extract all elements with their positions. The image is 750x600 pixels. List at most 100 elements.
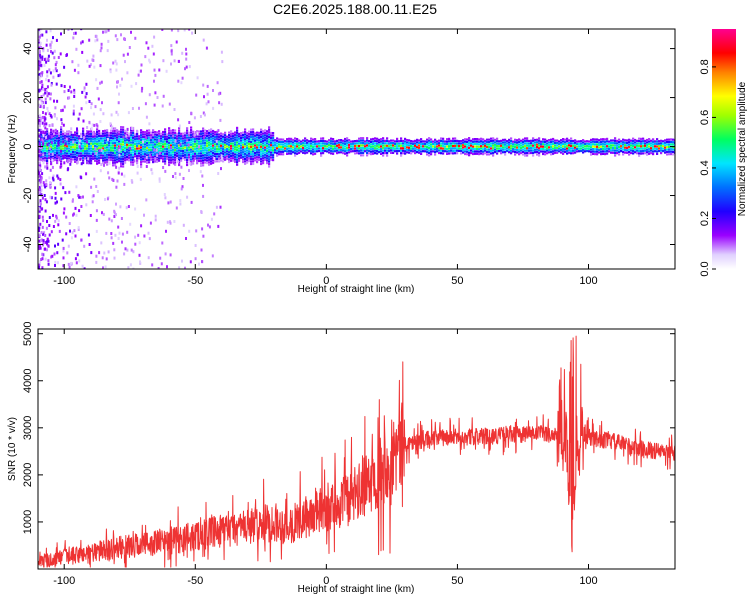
spectrogram-cell: [46, 162, 49, 165]
spectrogram-noise-cell: [147, 256, 150, 260]
spectrogram-cell: [86, 147, 89, 150]
spectrogram-cell: [376, 137, 379, 140]
spectrogram-cell: [114, 134, 117, 137]
spectrogram-cell: [478, 143, 481, 146]
spectrogram-noise-cell: [124, 60, 126, 64]
spectrogram-cell: [180, 154, 183, 157]
spectrogram-noise-cell: [179, 199, 182, 203]
spectrogram-cell: [374, 139, 377, 142]
spectrogram-cell: [656, 150, 659, 153]
spectrogram-cell: [202, 151, 205, 155]
spectrogram-cell: [622, 150, 625, 154]
spectrogram-cell: [414, 147, 417, 150]
spectrogram-cell: [102, 147, 105, 150]
spectrogram-cell: [254, 156, 257, 159]
spectrogram-noise-cell: [54, 191, 57, 195]
spectrogram-cell: [140, 131, 143, 134]
spectrogram-noise-cell: [82, 195, 84, 199]
spectrogram-cell: [134, 133, 137, 136]
spectrogram-cell: [272, 159, 275, 162]
spectrogram-cell: [518, 148, 521, 151]
spectrogram-cell: [582, 151, 585, 154]
spectrogram-cell: [420, 145, 423, 148]
spectrogram-cell: [278, 145, 281, 148]
spectrogram-cell: [184, 136, 187, 139]
spectrogram-cell: [146, 159, 149, 162]
spectrogram-cell: [554, 149, 557, 152]
spectrogram-cell: [170, 132, 173, 135]
spectrogram-cell: [218, 143, 221, 146]
spectrogram-cell: [94, 142, 97, 145]
spectrogram-cell: [46, 130, 49, 133]
spectrogram-cell: [302, 151, 305, 154]
spectrogram-cell: [610, 139, 613, 142]
spectrogram-noise-cell: [151, 44, 154, 48]
spectrogram-noise-cell: [41, 257, 44, 261]
spectrogram-noise-cell: [194, 244, 197, 247]
spectrogram-noise-cell: [160, 262, 163, 266]
spectrogram-cell: [220, 159, 223, 162]
spectrogram-cell: [552, 140, 555, 143]
spectrogram-cell: [578, 142, 581, 145]
spectrogram-noise-cell: [154, 157, 157, 161]
spectrogram-cell: [486, 148, 489, 151]
spectrogram-cell: [422, 142, 425, 145]
spectrogram-cell: [592, 138, 595, 141]
spectrogram-cell: [254, 139, 257, 142]
spectrogram-noise-cell: [69, 162, 72, 166]
spectrogram-cell: [86, 144, 89, 147]
spectrogram-cell: [232, 152, 235, 155]
spectrogram-cell: [390, 144, 393, 147]
spectrogram-cell: [154, 153, 157, 156]
spectrogram-cell: [582, 141, 585, 144]
spectrogram-noise-cell: [39, 168, 41, 172]
spectrogram-cell: [442, 137, 445, 140]
spectrogram-cell: [186, 141, 189, 145]
spectrogram-cell: [132, 134, 135, 137]
spectrogram-cell: [294, 152, 297, 155]
spectrogram-noise-cell: [117, 113, 120, 117]
spectrogram-cell: [96, 145, 99, 148]
spectrogram-cell: [656, 138, 659, 141]
spectrogram-noise-cell: [166, 265, 168, 269]
spectrogram-cell: [484, 147, 487, 150]
spectrogram-noise-cell: [40, 184, 43, 188]
spectrogram-cell: [590, 151, 593, 154]
spectrogram-cell: [406, 139, 409, 142]
spectrogram-noise-cell: [178, 124, 181, 128]
spectrogram-cell: [490, 142, 493, 145]
spectrogram-cell: [114, 144, 117, 147]
snr-y-tick-label: 3000: [22, 416, 34, 440]
spectrogram-cell: [244, 140, 247, 143]
spectrogram-cell: [426, 138, 429, 141]
spectrogram-cell: [252, 160, 255, 163]
spectrogram-cell: [294, 142, 297, 145]
spectrogram-cell: [402, 149, 405, 152]
spectrogram-cell: [52, 135, 55, 138]
spectrogram-cell: [256, 131, 259, 134]
spectrogram-noise-cell: [39, 202, 42, 206]
spectrogram-cell: [560, 141, 563, 144]
spectrogram-cell: [208, 129, 211, 132]
spectrogram-cell: [186, 163, 189, 167]
spectrogram-cell: [238, 159, 241, 162]
spectrogram-cell: [132, 158, 135, 161]
spectrogram-noise-cell: [62, 249, 65, 253]
spectrogram-cell: [572, 147, 575, 150]
spectrogram-cell: [226, 138, 229, 141]
spectrogram-cell: [624, 139, 627, 142]
spectrogram-cell: [228, 160, 231, 164]
spectrogram-cell: [574, 144, 577, 147]
spectrogram-cell: [672, 141, 675, 144]
spectrogram-cell: [282, 150, 285, 153]
spectrogram-cell: [462, 141, 465, 144]
spectrogram-cell: [388, 150, 391, 153]
spectrogram-cell: [280, 143, 283, 146]
spectrogram-noise-cell: [52, 178, 55, 182]
spectrogram-noise-cell: [38, 29, 41, 31]
spectrogram-cell: [302, 149, 305, 152]
spectrogram-cell: [496, 140, 499, 143]
spectrogram-noise-cell: [194, 131, 197, 134]
spectrogram-cell: [322, 142, 325, 145]
spectrogram-cell: [598, 148, 601, 152]
